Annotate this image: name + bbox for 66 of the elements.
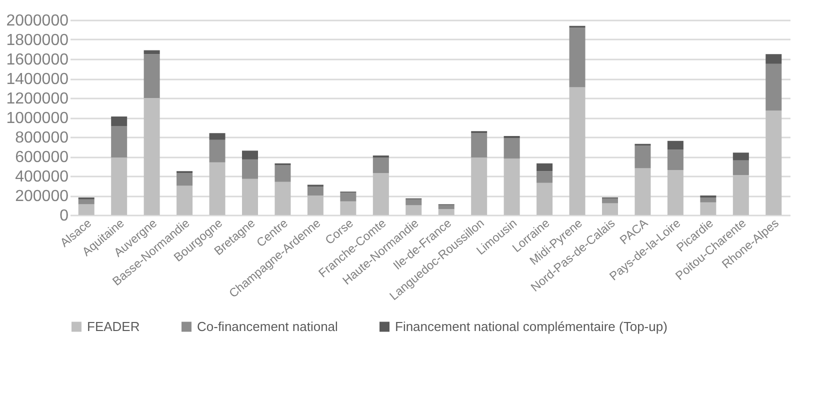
bar [766,64,782,111]
legend-label: FEADER [87,318,140,334]
bar [111,126,128,158]
bar [176,173,193,186]
bar [569,87,586,215]
bar [144,50,160,54]
bar [242,150,258,160]
y-tick-label: 1800000 [6,32,69,49]
bar [372,157,389,174]
bar [372,173,389,215]
bar [732,152,749,160]
bar [602,198,618,204]
y-tick-label: 1600000 [6,52,69,68]
bar [667,140,684,150]
bar [209,133,226,140]
bar [209,162,226,215]
bar [766,110,782,215]
bar [78,204,94,215]
legend-label: Financement national complémentaire (Top-up) [395,318,668,334]
bar [406,199,422,206]
bar [471,157,488,215]
y-tick-label: 0 [60,208,69,224]
bar [406,205,422,215]
bar [504,138,520,158]
bar [242,159,258,179]
bar [700,197,716,202]
y-tick-label: 1200000 [6,90,69,108]
y-tick-label: 400000 [15,168,69,186]
bar [340,201,356,215]
bar [536,182,553,215]
bar [111,157,128,215]
y-tick-label: 2000000 [6,12,69,30]
bar [176,186,193,215]
bar [569,28,586,88]
bar [700,202,716,215]
bar [536,171,553,183]
y-tick-label: 1000000 [6,110,69,127]
bar [144,54,160,98]
y-tick-label: 800000 [15,130,69,146]
bar [732,160,749,176]
y-tick-label: 1400000 [6,71,69,88]
y-tick-label: 600000 [15,149,69,166]
bar [274,165,291,182]
bar [78,199,94,204]
bar [307,196,324,215]
bar [634,168,651,215]
bar [536,163,553,172]
bar [766,54,782,64]
bar [242,178,258,215]
bar [504,158,520,215]
bar [274,182,291,215]
bar [438,209,454,215]
bar [634,146,651,168]
legend-label: Co-financement national [197,318,338,334]
bar [471,133,488,158]
bar [209,140,226,162]
bar [111,116,128,126]
bar [667,150,684,170]
y-tick-label: 200000 [15,188,69,205]
bar [340,192,356,202]
bar [144,98,160,215]
bar [602,203,618,215]
bar [438,205,454,210]
bar [307,186,324,196]
bar [667,170,684,215]
bar [732,175,749,215]
